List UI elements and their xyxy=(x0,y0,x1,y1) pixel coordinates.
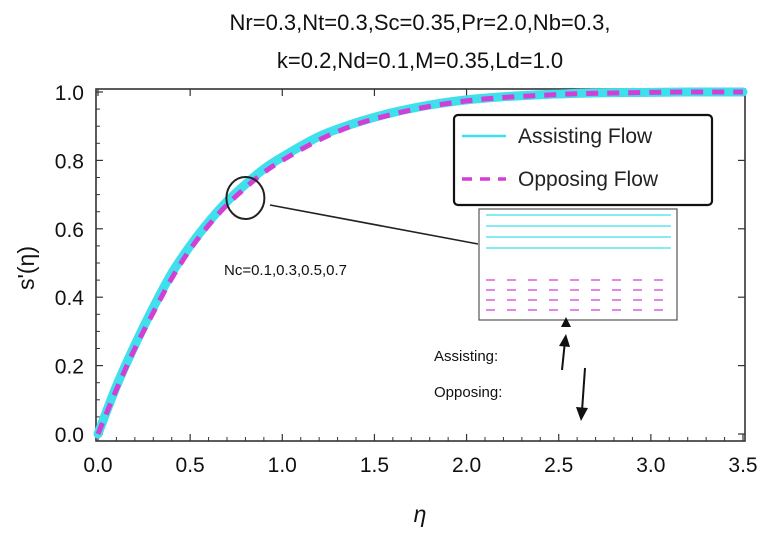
annotation-connector xyxy=(269,204,479,245)
annotation-circle xyxy=(225,176,266,220)
x-axis-label: η xyxy=(414,501,427,527)
y-tick-label-4: 0.8 xyxy=(55,150,84,173)
y-tick-label-0: 0.0 xyxy=(55,424,84,447)
title-line-1: Nr=0.3,Nt=0.3,Sc=0.35,Pr=2.0,Nb=0.3, xyxy=(230,10,611,35)
x-tick-label-6: 3.0 xyxy=(636,454,665,477)
x-tick-label-4: 2.0 xyxy=(452,454,481,477)
x-tick-label-1: 0.5 xyxy=(176,454,205,477)
legend: Assisting Flow Opposing Flow xyxy=(452,113,714,207)
y-tick-labels: 0.0 0.2 0.4 0.6 0.8 1.0 xyxy=(55,82,85,447)
x-tick-label-0: 0.0 xyxy=(83,454,112,477)
legend-opposing-label: Opposing Flow xyxy=(518,168,659,191)
title-line-2: k=0.2,Nd=0.1,M=0.35,Ld=1.0 xyxy=(277,48,563,73)
x-tick-labels: 0.0 0.5 1.0 1.5 2.0 2.5 3.0 3.5 xyxy=(83,454,757,477)
series-layer xyxy=(93,87,748,439)
chart-title: Nr=0.3,Nt=0.3,Sc=0.35,Pr=2.0,Nb=0.3, k=0… xyxy=(230,10,611,73)
annotation-layer: Nc=0.1,0.3,0.5,0.7 Assisting: Opposing: xyxy=(224,176,678,421)
x-tick-label-5: 2.5 xyxy=(544,454,573,477)
y-tick-label-5: 1.0 xyxy=(55,82,84,105)
y-tick-label-2: 0.4 xyxy=(55,287,85,310)
legend-box xyxy=(452,113,714,207)
up-arrow-icon xyxy=(559,334,570,371)
x-tick-label-3: 1.5 xyxy=(360,454,389,477)
series-opposing-flow xyxy=(95,89,744,435)
y-axis-label: s'(η) xyxy=(13,246,39,290)
inset-frame xyxy=(478,208,678,321)
opposing-label: Opposing: xyxy=(434,384,502,401)
x-tick-label-7: 3.5 xyxy=(728,454,757,477)
plot-frame xyxy=(95,88,746,442)
parameter-label: Nc=0.1,0.3,0.5,0.7 xyxy=(224,262,347,279)
assisting-label: Assisting: xyxy=(434,348,498,365)
y-tick-label-3: 0.6 xyxy=(55,219,84,242)
x-tick-label-2: 1.0 xyxy=(268,454,297,477)
down-arrow-icon xyxy=(576,367,588,421)
inset-pointer-icon xyxy=(561,317,571,327)
y-tick-label-1: 0.2 xyxy=(55,356,84,379)
zoom-inset xyxy=(478,208,678,327)
legend-assisting-label: Assisting Flow xyxy=(518,125,653,148)
